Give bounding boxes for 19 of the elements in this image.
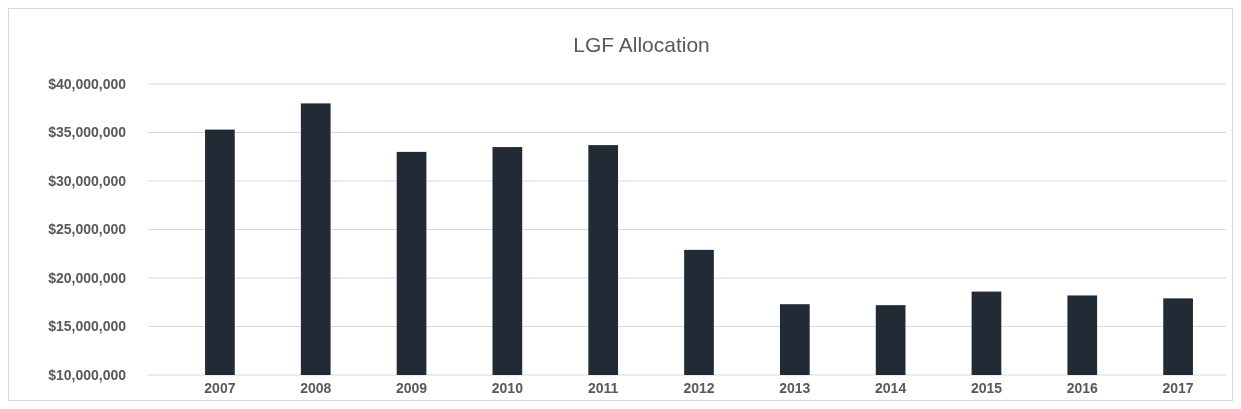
chart-title: LGF Allocation	[573, 33, 710, 56]
x-tick-label: 2015	[970, 380, 1003, 396]
y-tick-label: $35,000,000	[48, 124, 127, 141]
x-tick-label: 2010	[491, 380, 524, 396]
x-tick-label: 2016	[1066, 380, 1099, 396]
x-tick-label: 2007	[204, 380, 236, 396]
y-tick-label: $20,000,000	[48, 269, 127, 286]
y-tick-label: $40,000,000	[48, 75, 127, 92]
y-tick-label: $30,000,000	[48, 172, 127, 189]
y-tick-label: $15,000,000	[48, 318, 127, 335]
x-tick-label: 2012	[683, 380, 715, 396]
x-tick-label: 2009	[395, 380, 428, 396]
x-tick-label: 2008	[300, 380, 332, 396]
x-tick-label: 2013	[779, 380, 811, 396]
x-tick-label: 2014	[875, 380, 907, 396]
x-tick-label: 2017	[1162, 380, 1194, 396]
y-tick-label: $25,000,000	[48, 221, 127, 238]
x-tick-label: 2011	[587, 380, 619, 396]
y-tick-label: $10,000,000	[48, 366, 127, 383]
